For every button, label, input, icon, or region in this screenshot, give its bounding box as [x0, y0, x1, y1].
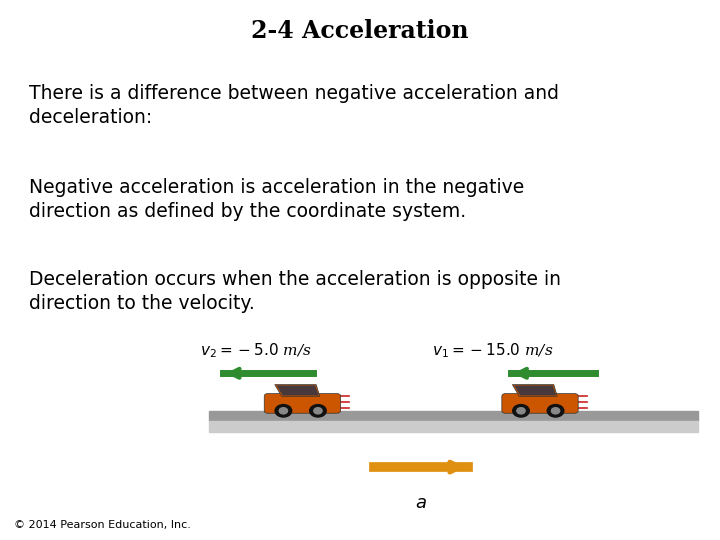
Text: $v_1 = -15.0$ m/s: $v_1 = -15.0$ m/s — [433, 341, 554, 360]
Circle shape — [279, 408, 287, 414]
Circle shape — [275, 404, 292, 417]
Circle shape — [517, 408, 525, 414]
Bar — [209, 411, 698, 421]
Circle shape — [552, 408, 559, 414]
Circle shape — [310, 404, 326, 417]
Polygon shape — [276, 386, 319, 395]
Polygon shape — [513, 384, 557, 396]
Text: Negative acceleration is acceleration in the negative
direction as defined by th: Negative acceleration is acceleration in… — [29, 178, 524, 221]
FancyBboxPatch shape — [502, 394, 578, 413]
Bar — [209, 421, 698, 431]
Text: $a$: $a$ — [415, 494, 427, 512]
Text: Deceleration occurs when the acceleration is opposite in
direction to the veloci: Deceleration occurs when the acceleratio… — [29, 270, 561, 313]
Circle shape — [513, 404, 529, 417]
Text: 2-4 Acceleration: 2-4 Acceleration — [251, 19, 469, 43]
Circle shape — [314, 408, 322, 414]
Circle shape — [547, 404, 564, 417]
Text: $v_2 = -5.0$ m/s: $v_2 = -5.0$ m/s — [199, 341, 312, 360]
Text: There is a difference between negative acceleration and
deceleration:: There is a difference between negative a… — [29, 84, 559, 127]
Polygon shape — [275, 384, 320, 396]
Text: © 2014 Pearson Education, Inc.: © 2014 Pearson Education, Inc. — [14, 520, 192, 530]
Polygon shape — [514, 386, 557, 395]
FancyBboxPatch shape — [264, 394, 341, 413]
